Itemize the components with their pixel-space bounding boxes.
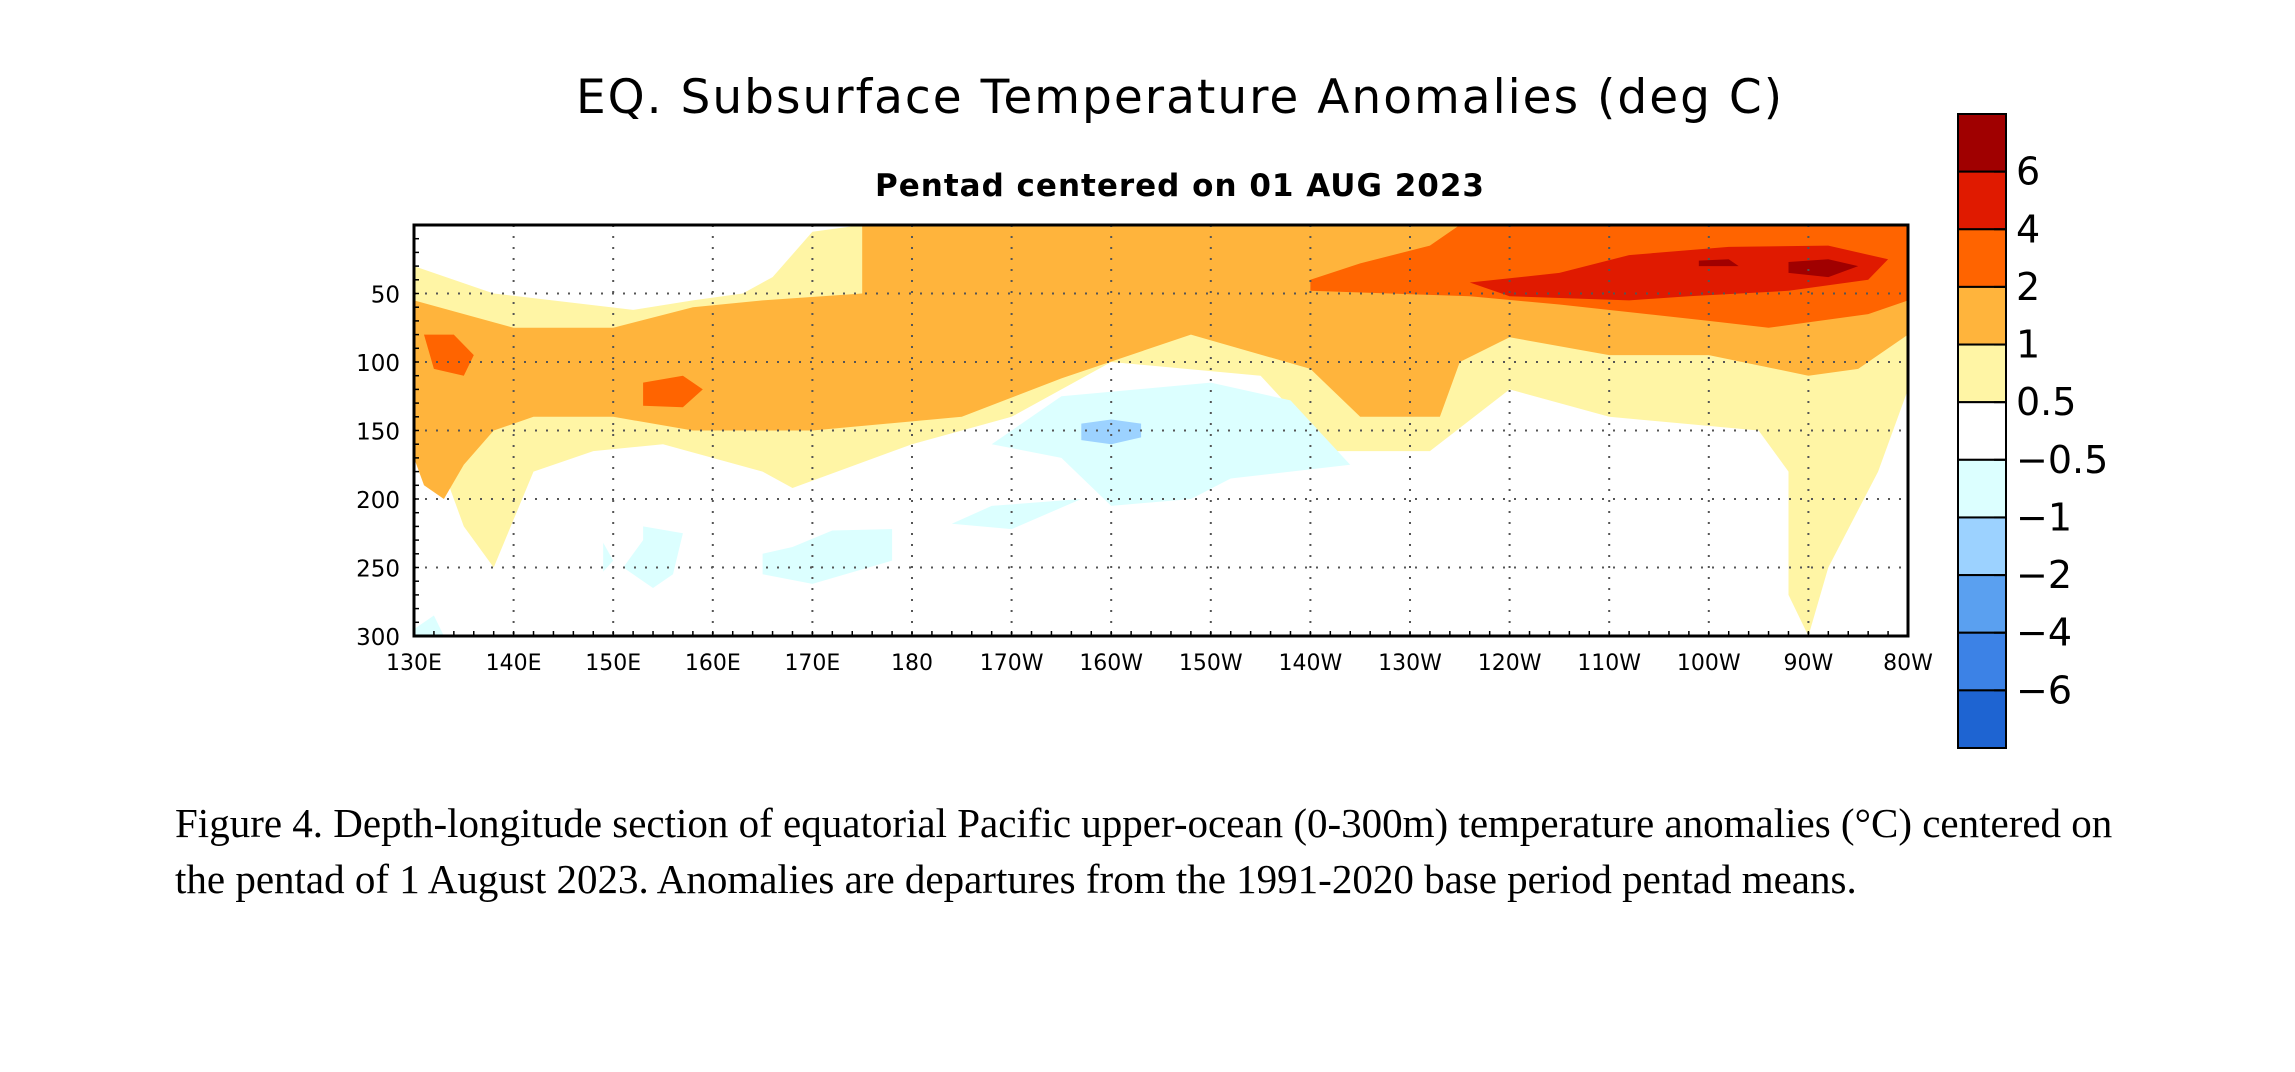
x-tick-label: 120W <box>1478 651 1542 676</box>
x-tick-label: 140E <box>486 651 542 676</box>
anomaly-region-12 <box>414 615 444 636</box>
anomaly-region-7 <box>1698 259 1739 267</box>
colorbar-label: 1 <box>2016 323 2040 367</box>
x-tick-label: 140W <box>1279 651 1343 676</box>
anomaly-region-10 <box>623 526 683 588</box>
anomaly-region-9 <box>762 529 893 584</box>
x-tick-label: 150E <box>585 651 641 676</box>
anomaly-region-11 <box>951 499 1082 530</box>
x-tick-label: 160W <box>1079 651 1143 676</box>
anomaly-region-6 <box>1788 259 1859 278</box>
colorbar-swatch-1 <box>1957 170 2007 231</box>
x-tick-label: 110W <box>1577 651 1641 676</box>
chart-title: EQ. Subsurface Temperature Anomalies (de… <box>575 70 1785 125</box>
x-tick-label: 80W <box>1883 651 1933 676</box>
colorbar-swatch-2 <box>1957 228 2007 288</box>
colorbar-label: 0.5 <box>2016 380 2076 424</box>
colorbar-swatch-6 <box>1957 458 2007 519</box>
anomaly-region-13 <box>603 542 614 572</box>
colorbar-label: −1 <box>2016 495 2072 539</box>
colorbar-swatch-8 <box>1957 574 2007 634</box>
colorbar-swatch-4 <box>1957 343 2007 404</box>
colorbar-label: −4 <box>2016 611 2072 655</box>
y-tick-label: 100 <box>356 351 400 377</box>
x-tick-label: 90W <box>1784 651 1834 676</box>
colorbar-label: −6 <box>2016 668 2072 712</box>
colorbar-swatch-10 <box>1957 689 2007 750</box>
colorbar-label: −2 <box>2016 553 2072 597</box>
colorbar-swatch-0 <box>1957 113 2007 173</box>
y-tick-label: 150 <box>356 420 400 446</box>
y-tick-label: 300 <box>356 625 400 651</box>
anomaly-region-14 <box>1081 419 1142 445</box>
anomaly-region-8 <box>991 382 1351 506</box>
anomaly-region-4 <box>643 375 703 408</box>
anomaly-region-3 <box>424 334 474 376</box>
depth-longitude-chart: 130E 140E 150E 160E 170E 180 170W 160W 150W 140W 1… <box>356 113 2108 750</box>
x-tick-label: 150W <box>1179 651 1243 676</box>
colorbar-swatch-9 <box>1957 631 2007 692</box>
anomaly-region-5 <box>1469 245 1889 301</box>
anomaly-fields <box>414 225 1908 636</box>
colorbar-swatch-7 <box>1957 516 2007 577</box>
colorbar-label: 4 <box>2016 207 2040 251</box>
y-tick-label: 50 <box>371 283 400 309</box>
y-tick-label: 200 <box>356 488 400 514</box>
x-tick-label: 180 <box>891 651 933 676</box>
x-tick-label: 130W <box>1378 651 1442 676</box>
colorbar-label: −0.5 <box>2016 438 2108 482</box>
x-tick-label: 100W <box>1677 651 1741 676</box>
chart-subtitle: Pentad centered on 01 AUG 2023 <box>875 168 1485 204</box>
colorbar-label: 2 <box>2016 265 2040 309</box>
colorbar-swatch-5 <box>1957 401 2007 461</box>
x-tick-label: 170W <box>980 651 1044 676</box>
colorbar-label: 6 <box>2016 150 2040 194</box>
x-tick-label: 130E <box>386 651 442 676</box>
figure-caption: Figure 4. Depth-longitude section of equ… <box>175 800 2113 902</box>
x-tick-label: 170E <box>784 651 840 676</box>
colorbar-swatch-3 <box>1957 285 2007 346</box>
y-tick-label: 250 <box>356 557 400 583</box>
x-tick-label: 160E <box>685 651 741 676</box>
